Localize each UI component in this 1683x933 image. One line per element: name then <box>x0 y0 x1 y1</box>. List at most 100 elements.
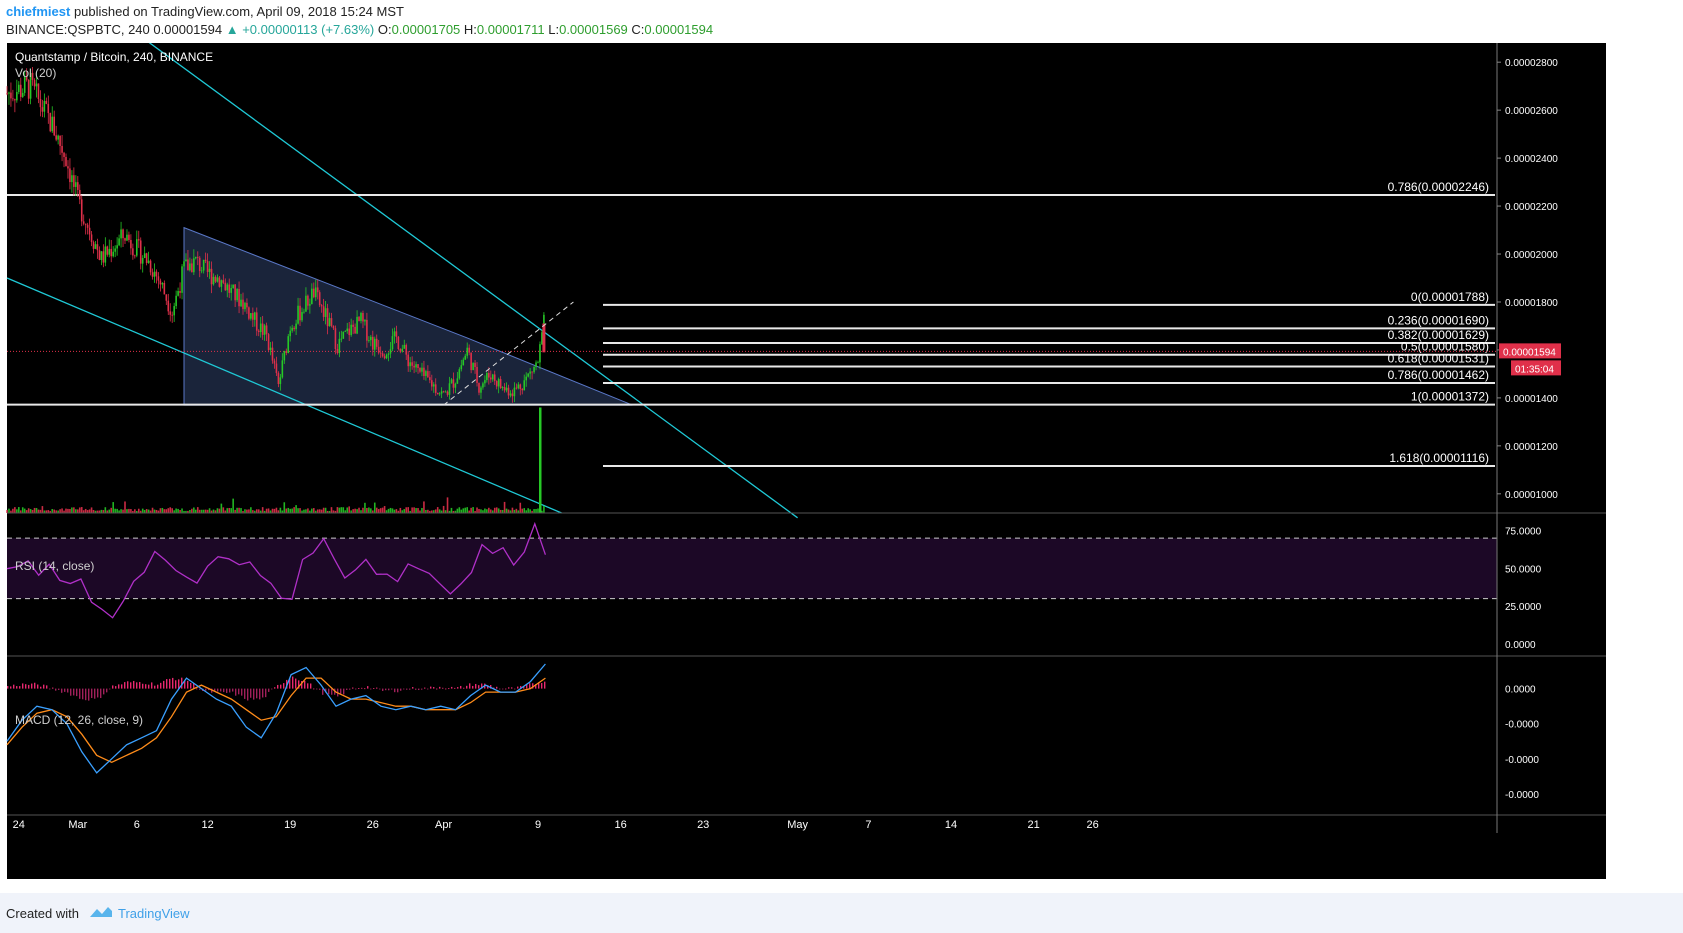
candle-body <box>411 362 413 366</box>
volume-bar <box>196 507 199 513</box>
macd-histogram-bar <box>136 682 138 689</box>
author-link[interactable]: chiefmiest <box>6 4 71 19</box>
volume-bar <box>352 509 354 513</box>
candle-body <box>368 340 370 341</box>
close-value: 0.00001594 <box>644 22 714 37</box>
macd-histogram-bar <box>319 688 321 690</box>
macd-histogram-bar <box>181 677 183 689</box>
macd-histogram-bar <box>505 688 507 690</box>
candle-body <box>185 259 187 262</box>
candle-body <box>102 251 105 263</box>
volume-bar <box>287 507 290 513</box>
rsi-pane[interactable] <box>6 521 1497 619</box>
fib-level-label: 0.5(0.00001580) <box>1401 340 1489 354</box>
candle-body <box>151 272 154 277</box>
volume-bar <box>124 501 126 513</box>
volume-bar <box>466 507 468 513</box>
volume-bar <box>511 507 514 513</box>
macd-histogram-bar <box>514 688 516 690</box>
candle-body <box>462 359 465 366</box>
candle-body <box>350 324 352 336</box>
macd-histogram-bar <box>178 679 180 689</box>
candle-body <box>379 352 382 354</box>
macd-histogram-bar <box>406 688 408 690</box>
candle-body <box>183 261 185 267</box>
candle-body <box>141 258 144 264</box>
candle-body <box>399 349 402 352</box>
candle-body <box>497 379 500 387</box>
volume-bar <box>157 510 160 513</box>
candle-body <box>88 227 91 235</box>
time-tick-label: 26 <box>367 819 379 831</box>
macd-pane[interactable] <box>6 663 546 774</box>
volume-bar <box>122 509 124 513</box>
candle-body <box>421 367 423 372</box>
candle-body <box>200 270 203 272</box>
candle-body <box>69 168 71 183</box>
macd-histogram-bar <box>46 685 48 689</box>
time-tick-label: 23 <box>697 819 709 831</box>
volume-bar <box>130 509 132 513</box>
candle-body <box>541 332 543 345</box>
price-tick-label: 0.00001000 <box>1505 490 1558 501</box>
candle-body <box>255 312 258 331</box>
macd-histogram-bar <box>241 688 243 696</box>
published-text: published on TradingView.com, April 09, … <box>73 4 404 19</box>
fib-level-label: 0(0.00001788) <box>1411 290 1489 304</box>
candle-body <box>236 288 238 301</box>
candle-body <box>358 316 360 321</box>
volume-bar <box>507 509 510 513</box>
candle-body <box>470 352 472 371</box>
price-pane[interactable]: 0.786(0.00002246) 0(0.00001788) 0.236(0.00… <box>6 43 1497 519</box>
volume-bar <box>521 508 524 513</box>
candle-body <box>425 371 427 376</box>
macd-histogram-bar <box>106 688 108 693</box>
candle-body <box>527 373 529 377</box>
candle-body <box>31 72 34 80</box>
candle-body <box>75 182 77 187</box>
candle-body <box>240 299 242 307</box>
macd-histogram-bar <box>172 677 174 689</box>
volume-bar <box>232 498 234 513</box>
volume-bar <box>509 510 512 513</box>
volume-bar <box>293 507 295 513</box>
volume-bar <box>35 508 38 513</box>
candle-body <box>263 325 266 335</box>
volume-bar <box>67 508 69 513</box>
candle-body <box>53 116 55 136</box>
candle-body <box>86 224 89 228</box>
macd-histogram-bar <box>508 687 510 689</box>
candle-body <box>208 268 211 272</box>
macd-histogram-bar <box>517 686 519 689</box>
macd-histogram-bar <box>499 688 501 690</box>
candle-body <box>537 362 539 364</box>
candle-body <box>295 323 297 330</box>
volume-bar <box>318 509 321 513</box>
symbol-label: BINANCE:QSPBTC, 240 <box>6 22 150 37</box>
tradingview-link[interactable]: TradingView <box>118 906 190 921</box>
candle-body <box>61 145 63 153</box>
volume-bar <box>405 507 408 513</box>
main-title: Quantstamp / Bitcoin, 240, BINANCE <box>15 50 213 64</box>
candle-body <box>210 268 213 285</box>
macd-histogram-bar <box>454 687 456 689</box>
volume-bar <box>336 507 339 513</box>
macd-histogram-bar <box>22 683 24 689</box>
macd-histogram-bar <box>412 687 414 689</box>
candle-body <box>383 356 386 359</box>
candle-body <box>450 379 453 384</box>
volume-bar <box>153 509 156 513</box>
candle-body <box>476 366 478 383</box>
volume-bar <box>255 509 258 513</box>
volume-bar <box>244 509 246 513</box>
macd-histogram-bar <box>109 688 111 690</box>
candle-body <box>189 263 191 271</box>
chart-area[interactable]: 0.786(0.00002246) 0(0.00001788) 0.236(0.00… <box>0 43 1683 893</box>
candle-body <box>517 384 520 389</box>
axes: 0.00002800 0.00002600 0.00002400 0.00002200… <box>7 43 1606 833</box>
volume-bar <box>143 510 146 513</box>
volume-bar <box>92 509 95 513</box>
volume-bar <box>175 508 177 513</box>
macd-histogram-bar <box>67 688 69 693</box>
volume-bar <box>513 509 516 513</box>
